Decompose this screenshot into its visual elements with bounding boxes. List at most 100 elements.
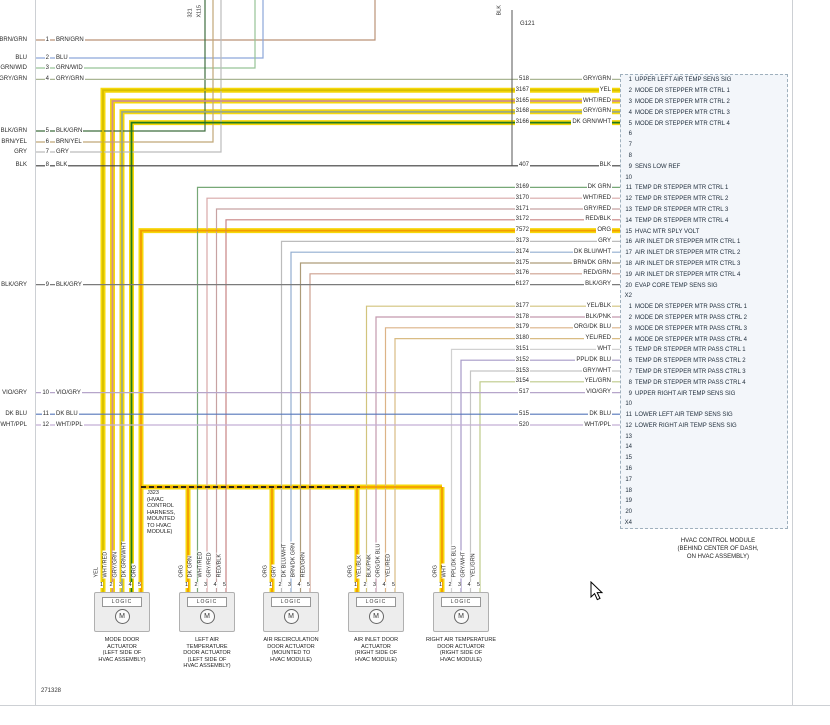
module-pin-label: TEMP DR STEPPER MTR PASS CTRL 4 (635, 379, 746, 386)
module-pin-label: HVAC MTR SPLY VOLT (635, 228, 700, 235)
module-pin-label: UPPER RIGHT AIR TEMP SENS SIG (635, 390, 736, 397)
module-pin-number: 13 (625, 433, 632, 440)
wire-blk-grn[interactable] (36, 0, 206, 132)
wire-circuit-3179[interactable] (384, 327, 621, 597)
module-pin-label: SENS LOW REF (635, 163, 681, 170)
highlight-circuit-3168[interactable] (119, 109, 620, 597)
wire-circuit-3178[interactable] (375, 316, 620, 597)
actuator-connector: LOGIC M (263, 592, 319, 632)
module-pin-label: MODE DR STEPPER MTR CTRL 3 (635, 109, 730, 116)
module-pin-number: 18 (625, 260, 632, 267)
wire-circuit-3152[interactable] (460, 359, 620, 597)
module-pin-label: LOWER RIGHT AIR TEMP SENS SIG (635, 422, 737, 429)
module-pin-label: AIR INLET DR STEPPER MTR CTRL 3 (635, 260, 741, 267)
module-pin-number: 19 (625, 271, 632, 278)
module-pin-row: 1 MODE DR STEPPER MTR PASS CTRL 1 (621, 302, 787, 313)
module-pin-row: 12 LOWER RIGHT AIR TEMP SENS SIG (621, 421, 787, 432)
wire-circuit-7572[interactable] (140, 229, 620, 597)
wire-circuit-3165[interactable] (111, 100, 621, 597)
wire-circuit-3174[interactable] (290, 251, 620, 597)
module-pin-number: X2 (624, 293, 632, 300)
wire-circuit-3169[interactable] (196, 186, 621, 597)
wire-circuit-3177[interactable] (365, 305, 621, 597)
module-pin-row: 6 TEMP DR STEPPER MTR PASS CTRL 2 (621, 356, 787, 367)
module-pin-row: 9 SENS LOW REF (621, 161, 787, 172)
module-pin-label: LOWER LEFT AIR TEMP SENS SIG (635, 412, 733, 419)
module-pin-number: 16 (625, 466, 632, 473)
wire-gry[interactable] (36, 0, 222, 153)
module-pin-number: 2 (628, 88, 632, 95)
module-pin-number: 17 (625, 476, 632, 483)
module-pin-row: 19 (621, 496, 787, 507)
module-pin-row: 17 (621, 474, 787, 485)
module-pin-row: 7 TEMP DR STEPPER MTR PASS CTRL 3 (621, 367, 787, 378)
module-pin-label: TEMP DR STEPPER MTR CTRL 1 (635, 185, 729, 192)
module-pin-row: 11 TEMP DR STEPPER MTR CTRL 1 (621, 183, 787, 194)
module-pin-number: 3 (628, 98, 632, 105)
module-pin-row: 13 (621, 431, 787, 442)
module-pin-row: 15 (621, 453, 787, 464)
module-pin-number: 17 (625, 250, 632, 257)
module-pin-number: 11 (625, 412, 632, 419)
wire-circuit-3172[interactable] (225, 219, 620, 597)
wire-circuit-3175[interactable] (299, 262, 621, 597)
wire-grn-wid[interactable] (36, 0, 256, 69)
module-pin-row: X2 (621, 291, 787, 302)
module-pin-number: 6 (628, 131, 632, 138)
module-pin-number: 9 (628, 390, 632, 397)
module-pin-number: 7 (628, 368, 632, 375)
module-pin-row: 16 AIR INLET DR STEPPER MTR CTRL 1 (621, 237, 787, 248)
module-pin-number: 4 (628, 336, 632, 343)
module-pin-row: 2 MODE DR STEPPER MTR CTRL 1 (621, 86, 787, 97)
logic-block: LOGIC (271, 597, 311, 607)
wire-circuit-3171[interactable] (215, 208, 621, 597)
module-pin-number: 5 (628, 347, 632, 354)
module-pin-row: 11 LOWER LEFT AIR TEMP SENS SIG (621, 410, 787, 421)
actuator-connector: LOGIC M (94, 592, 150, 632)
module-pin-number: 5 (628, 120, 632, 127)
module-pin-row: 18 AIR INLET DR STEPPER MTR CTRL 3 (621, 259, 787, 270)
wire-circuit-3154[interactable] (479, 381, 620, 597)
module-pin-row: 8 TEMP DR STEPPER MTR PASS CTRL 4 (621, 377, 787, 388)
cursor-arrow-icon (590, 581, 604, 601)
module-pin-row: 3 MODE DR STEPPER MTR CTRL 2 (621, 97, 787, 108)
module-pin-row: 2 MODE DR STEPPER MTR PASS CTRL 2 (621, 313, 787, 324)
wire-circuit-3166[interactable] (130, 121, 621, 597)
module-pin-row: 10 (621, 172, 787, 183)
module-pin-label: AIR INLET DR STEPPER MTR CTRL 2 (635, 250, 741, 257)
motor-symbol: M (199, 609, 215, 624)
wire-blu[interactable] (36, 0, 264, 59)
actuator-connector: LOGIC M (348, 592, 404, 632)
module-pin-number: 9 (628, 163, 632, 170)
module-pin-row: 5 TEMP DR STEPPER MTR PASS CTRL 1 (621, 345, 787, 356)
wire-circuit-3168[interactable] (121, 110, 620, 597)
wire-brn-grn[interactable] (36, 0, 376, 41)
module-pin-label: AIR INLET DR STEPPER MTR CTRL 4 (635, 271, 741, 278)
wire-brn-yel[interactable] (36, 0, 214, 143)
wire-circuit-3151[interactable] (450, 348, 621, 597)
wire-circuit-3180[interactable] (394, 338, 620, 597)
module-pin-number: 15 (625, 228, 632, 235)
module-pin-row: 7 (621, 140, 787, 151)
module-pin-number: 1 (628, 77, 632, 84)
wire-circuit-3153[interactable] (469, 370, 621, 597)
module-pin-label: TEMP DR STEPPER MTR CTRL 3 (635, 206, 729, 213)
module-pin-number: 13 (625, 206, 632, 213)
module-pin-number: 4 (628, 109, 632, 116)
wire-circuit-3170[interactable] (206, 197, 620, 597)
motor-symbol: M (283, 609, 299, 624)
module-pin-label: TEMP DR STEPPER MTR PASS CTRL 1 (635, 347, 746, 354)
module-pin-number: 12 (625, 422, 632, 429)
module-pin-label: MODE DR STEPPER MTR CTRL 1 (635, 88, 730, 95)
module-pin-label: MODE DR STEPPER MTR CTRL 2 (635, 98, 730, 105)
module-pin-label: MODE DR STEPPER MTR PASS CTRL 2 (635, 314, 748, 321)
actuator-connector: LOGIC M (433, 592, 489, 632)
module-pin-number: 20 (625, 282, 632, 289)
logic-block: LOGIC (441, 597, 481, 607)
module-pin-number: 10 (625, 401, 632, 408)
module-pin-number: 19 (625, 498, 632, 505)
module-pin-label: MODE DR STEPPER MTR PASS CTRL 4 (635, 336, 748, 343)
wire-circuit-3173[interactable] (280, 240, 621, 597)
wire-circuit-3167[interactable] (102, 89, 620, 597)
